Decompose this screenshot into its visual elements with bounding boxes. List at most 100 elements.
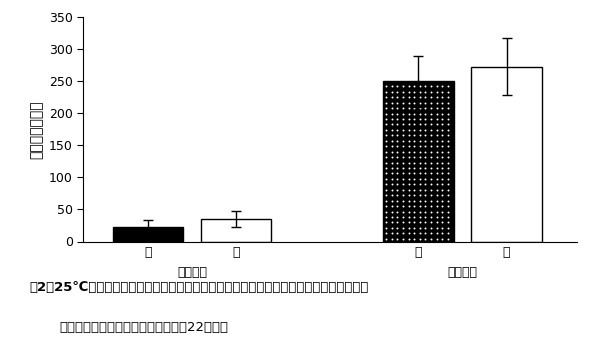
Point [393, 149, 402, 155]
Point [398, 181, 408, 187]
Point [438, 171, 447, 176]
Point [421, 138, 430, 144]
Point [393, 83, 402, 89]
Point [427, 230, 436, 236]
Point [387, 83, 396, 89]
Point [443, 138, 453, 144]
Point [387, 230, 396, 236]
Point [409, 149, 419, 155]
Point [404, 193, 414, 198]
Point [387, 89, 396, 95]
Point [381, 95, 391, 100]
Point [438, 187, 447, 193]
Point [387, 181, 396, 187]
Point [421, 154, 430, 160]
Point [432, 214, 441, 220]
Point [409, 160, 419, 165]
Point [409, 220, 419, 225]
Point [443, 181, 453, 187]
Point [421, 198, 430, 204]
Point [427, 236, 436, 241]
Point [432, 203, 441, 209]
Point [387, 171, 396, 176]
Point [381, 181, 391, 187]
Point [438, 111, 447, 116]
Point [393, 122, 402, 127]
Point [409, 230, 419, 236]
Point [427, 198, 436, 204]
Point [438, 181, 447, 187]
Point [381, 116, 391, 122]
Point [415, 214, 425, 220]
Point [415, 220, 425, 225]
Point [409, 171, 419, 176]
Point [381, 144, 391, 149]
Point [438, 193, 447, 198]
Point [421, 116, 430, 122]
Point [432, 198, 441, 204]
Point [387, 187, 396, 193]
Point [398, 100, 408, 105]
Point [387, 116, 396, 122]
Point [432, 187, 441, 193]
Point [387, 138, 396, 144]
Point [438, 225, 447, 231]
Point [404, 176, 414, 181]
Point [443, 236, 453, 241]
Point [387, 203, 396, 209]
Point [443, 176, 453, 181]
Point [432, 144, 441, 149]
Point [421, 171, 430, 176]
Point [427, 171, 436, 176]
Point [381, 111, 391, 116]
Point [432, 236, 441, 241]
Point [415, 187, 425, 193]
Point [398, 236, 408, 241]
Point [387, 214, 396, 220]
Point [387, 100, 396, 105]
Point [404, 89, 414, 95]
Point [415, 154, 425, 160]
Point [381, 220, 391, 225]
Point [409, 132, 419, 138]
Point [432, 95, 441, 100]
Point [432, 220, 441, 225]
Text: 縦棒は標準誤差を示す。計測時間は22時間。: 縦棒は標準誤差を示す。計測時間は22時間。 [60, 321, 228, 334]
Point [438, 95, 447, 100]
Point [381, 236, 391, 241]
Point [409, 193, 419, 198]
Point [387, 165, 396, 171]
Point [415, 149, 425, 155]
Point [443, 165, 453, 171]
Point [404, 127, 414, 132]
Point [409, 138, 419, 144]
Point [438, 214, 447, 220]
Point [387, 236, 396, 241]
Point [387, 122, 396, 127]
Point [432, 83, 441, 89]
Point [404, 132, 414, 138]
Point [432, 89, 441, 95]
Point [443, 127, 453, 132]
Point [432, 122, 441, 127]
Point [404, 116, 414, 122]
Point [409, 203, 419, 209]
Point [432, 176, 441, 181]
Point [398, 193, 408, 198]
Point [381, 127, 391, 132]
Point [443, 225, 453, 231]
Point [421, 181, 430, 187]
Point [409, 225, 419, 231]
Point [398, 214, 408, 220]
Point [443, 83, 453, 89]
Point [387, 193, 396, 198]
Point [398, 132, 408, 138]
Point [409, 236, 419, 241]
Point [381, 171, 391, 176]
Point [432, 138, 441, 144]
Point [398, 165, 408, 171]
Point [393, 236, 402, 241]
Point [438, 230, 447, 236]
Point [404, 100, 414, 105]
Point [409, 176, 419, 181]
